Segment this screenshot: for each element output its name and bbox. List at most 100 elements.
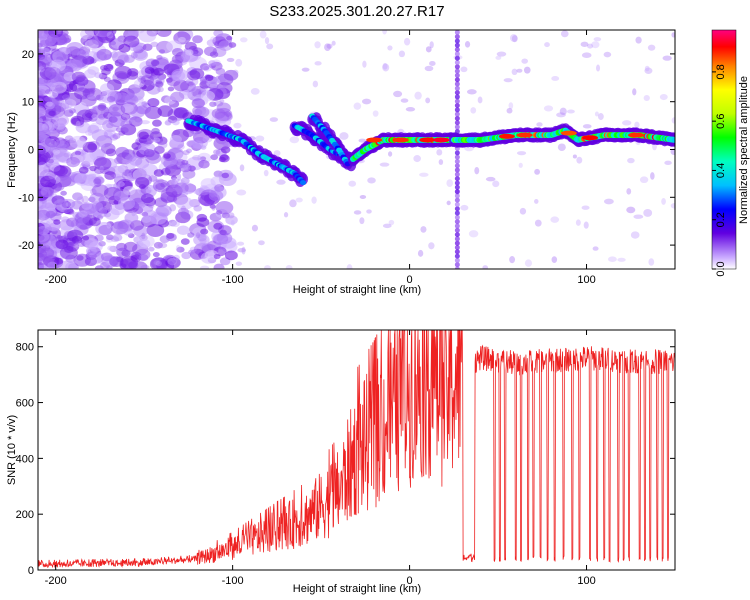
colorbar-tick-label: 0.0 — [715, 261, 727, 276]
noise-blob — [240, 37, 248, 43]
noise-blob — [202, 64, 213, 72]
noise-blob — [44, 96, 51, 102]
noise-blob — [105, 148, 117, 157]
noise-blob — [48, 91, 59, 99]
noise-blob — [38, 264, 45, 269]
artifact-dot — [454, 232, 460, 238]
noise-blob — [659, 93, 668, 101]
noise-blob — [603, 198, 614, 205]
noise-blob — [633, 214, 644, 219]
ridge-hotspot — [560, 130, 577, 136]
noise-blob — [151, 30, 161, 34]
noise-blob — [591, 41, 600, 49]
noise-blob — [53, 165, 68, 177]
noise-blob — [348, 180, 357, 187]
artifact-dot — [454, 120, 460, 126]
noise-blob — [151, 127, 160, 135]
noise-blob — [169, 135, 182, 145]
noise-blob — [72, 192, 83, 201]
noise-blob — [496, 51, 507, 57]
noise-blob — [176, 225, 190, 235]
noise-blob — [213, 253, 221, 260]
noise-blob — [147, 216, 155, 222]
noise-blob — [314, 41, 321, 49]
spectrogram-marks — [38, 30, 675, 269]
noise-blob — [45, 210, 56, 219]
artifact-dot — [454, 180, 460, 186]
noise-blob — [503, 78, 513, 83]
y-tick-label: 20 — [22, 49, 34, 61]
noise-blob — [519, 207, 527, 215]
noise-blob — [241, 246, 246, 255]
noise-blob — [216, 232, 233, 245]
noise-blob — [63, 106, 72, 112]
noise-blob — [643, 94, 650, 102]
noise-blob — [147, 98, 160, 108]
noise-blob — [289, 136, 300, 144]
noise-blob — [181, 191, 189, 196]
noise-blob — [592, 246, 599, 251]
noise-blob — [124, 212, 139, 224]
noise-blob — [150, 59, 160, 67]
ridge-hotspot — [498, 133, 515, 139]
noise-blob — [208, 60, 217, 66]
noise-blob — [258, 240, 265, 246]
noise-blob — [143, 149, 155, 158]
y-tick-label: -20 — [18, 240, 34, 252]
noise-blob — [195, 232, 201, 239]
noise-blob — [180, 238, 190, 245]
noise-blob — [209, 51, 219, 58]
noise-blob — [47, 261, 58, 269]
noise-blob — [121, 113, 126, 119]
artifact-dot — [454, 244, 460, 250]
noise-blob — [236, 241, 245, 246]
noise-blob — [460, 66, 468, 73]
noise-blob — [152, 119, 162, 127]
noise-blob — [93, 178, 102, 185]
noise-blob — [424, 65, 434, 72]
artifact-dot — [454, 55, 460, 61]
noise-blob — [474, 166, 480, 175]
noise-blob — [187, 81, 194, 87]
noise-blob — [200, 185, 208, 190]
noise-blob — [210, 154, 219, 161]
noise-blob — [99, 165, 104, 172]
noise-blob — [425, 46, 432, 53]
snr-series-line — [38, 330, 675, 569]
snr-ticks: -200 -100 0 100 0 200 400 600 800 — [16, 330, 675, 587]
artifact-dot — [454, 201, 460, 207]
artifact-dot — [454, 60, 460, 66]
noise-blob — [495, 55, 502, 60]
noise-blob — [635, 36, 642, 44]
noise-blob — [175, 244, 181, 253]
y-tick-label: 10 — [22, 97, 34, 109]
noise-blob — [438, 159, 444, 165]
noise-blob — [283, 212, 289, 218]
noise-blob — [644, 65, 650, 72]
noise-blob — [400, 98, 409, 103]
noise-blob — [113, 92, 130, 105]
noise-blob — [607, 256, 617, 263]
noise-blob — [346, 264, 353, 269]
noise-blob — [157, 105, 174, 117]
noise-blob — [140, 264, 150, 269]
noise-blob — [193, 233, 210, 247]
noise-blob — [359, 195, 367, 200]
colorbar: 0.0 0.2 0.4 0.6 0.8 Normalized spectral ampl… — [711, 29, 750, 277]
noise-blob — [664, 160, 672, 166]
y-tick-label: -10 — [18, 192, 34, 204]
artifact-dot — [454, 266, 460, 269]
noise-blob — [125, 117, 134, 124]
noise-blob — [595, 64, 601, 72]
noise-blob — [66, 42, 84, 56]
y-tick-label: 0 — [28, 565, 34, 577]
noise-blob — [84, 238, 100, 250]
noise-blob — [65, 201, 73, 207]
noise-blob — [61, 235, 68, 240]
noise-blob — [82, 141, 98, 153]
noise-blob — [230, 219, 235, 226]
noise-blob — [361, 98, 372, 105]
noise-blob — [650, 172, 655, 180]
noise-blob — [225, 215, 238, 225]
